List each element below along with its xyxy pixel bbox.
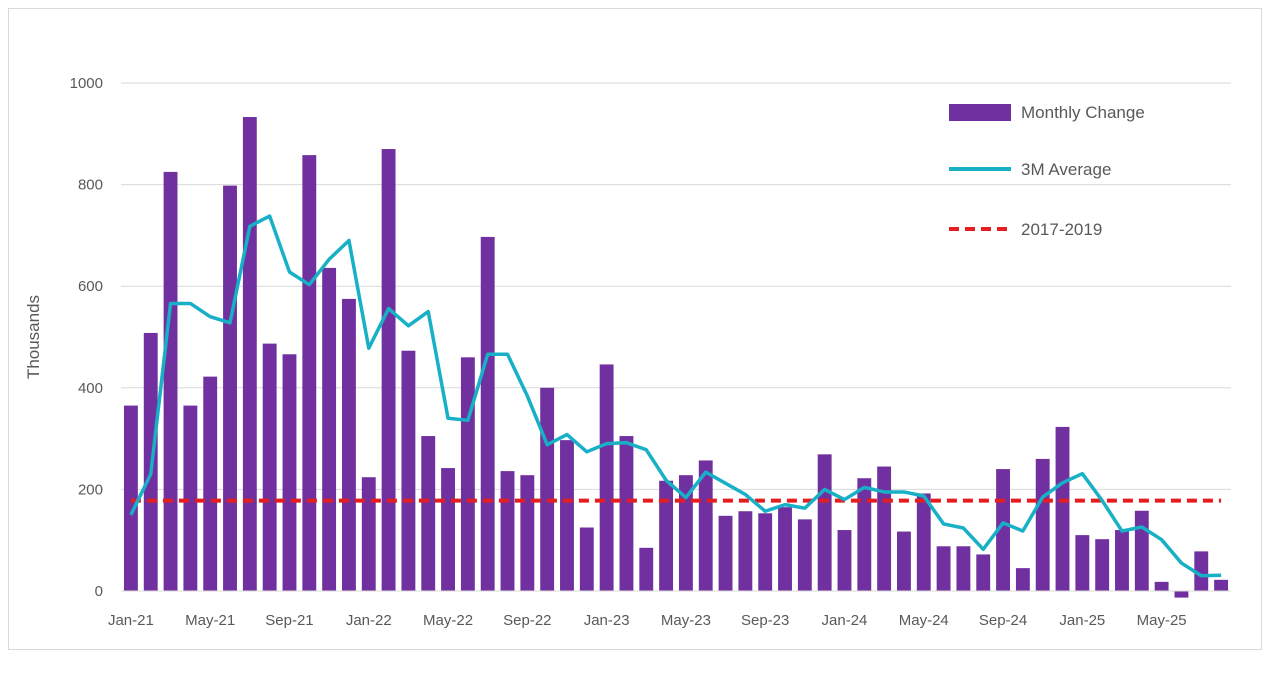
- legend: Monthly Change 3M Average 2017-2019: [949, 103, 1145, 239]
- legend-label: 2017-2019: [1021, 220, 1102, 239]
- y-axis-title: Thousands: [24, 295, 43, 379]
- bar-monthly-change: [797, 519, 812, 591]
- bar-monthly-change: [1035, 458, 1050, 591]
- x-tick-label: May-25: [1137, 612, 1187, 629]
- bar-monthly-change: [1095, 539, 1110, 591]
- x-tick-label: May-22: [423, 612, 473, 629]
- bar-monthly-change: [916, 493, 931, 591]
- bar-monthly-change: [1015, 568, 1030, 591]
- legend-swatch-monthly-change: [949, 104, 1011, 121]
- bar-monthly-change: [1174, 591, 1189, 598]
- bar-monthly-change: [857, 478, 872, 591]
- bar-monthly-change: [897, 531, 911, 591]
- bar-monthly-change: [639, 547, 654, 591]
- bar-monthly-change: [1154, 581, 1169, 591]
- legend-label: Monthly Change: [1021, 103, 1145, 122]
- bar-monthly-change: [322, 267, 337, 591]
- x-tick-label: May-21: [185, 612, 235, 629]
- bar-monthly-change: [678, 475, 693, 591]
- bar-monthly-change: [520, 475, 535, 591]
- bar-monthly-change: [262, 343, 277, 591]
- bar-monthly-change: [342, 298, 356, 591]
- bar-monthly-change: [877, 466, 892, 591]
- bar-monthly-change: [282, 354, 297, 591]
- bar-monthly-change: [1194, 551, 1209, 591]
- bar-monthly-change: [738, 511, 753, 591]
- bar-monthly-change: [1115, 530, 1129, 591]
- bar-monthly-change: [223, 185, 237, 591]
- y-tick-label: 1000: [70, 75, 103, 92]
- bar-monthly-change: [1214, 579, 1229, 591]
- bar-monthly-change: [758, 513, 773, 591]
- bar-monthly-change: [956, 546, 971, 591]
- x-tick-label: May-24: [899, 612, 949, 629]
- y-axis-ticks: 0 200 400 600 800 1000: [70, 75, 103, 600]
- x-tick-label: Sep-23: [741, 612, 789, 629]
- bar-monthly-change: [163, 171, 178, 591]
- x-tick-label: Sep-21: [265, 612, 313, 629]
- bar-monthly-change: [579, 527, 594, 591]
- bar-monthly-change: [381, 149, 396, 592]
- y-tick-label: 800: [78, 177, 103, 194]
- chart-container: 0 200 400 600 800 1000 Jan-21 May-21 Sep-21 Jan-…: [8, 8, 1262, 650]
- y-tick-label: 200: [78, 481, 103, 498]
- bar-monthly-change: [401, 350, 416, 591]
- bars-monthly-change: [123, 117, 1229, 598]
- bar-monthly-change: [242, 117, 257, 591]
- bar-monthly-change: [659, 480, 674, 591]
- bar-monthly-change: [560, 440, 574, 591]
- bar-monthly-change: [837, 530, 852, 591]
- bar-monthly-change: [599, 364, 614, 591]
- x-tick-label: Jan-24: [822, 612, 868, 629]
- bar-monthly-change: [698, 460, 713, 591]
- y-tick-label: 600: [78, 278, 103, 295]
- legend-label: 3M Average: [1021, 160, 1111, 179]
- x-axis-ticks: Jan-21 May-21 Sep-21 Jan-22 May-22 Sep-22 Jan-…: [108, 612, 1187, 629]
- bar-monthly-change: [183, 405, 198, 591]
- bar-monthly-change: [718, 515, 733, 591]
- x-tick-label: Jan-22: [346, 612, 392, 629]
- bar-monthly-change: [1134, 510, 1149, 591]
- x-tick-label: Jan-25: [1059, 612, 1105, 629]
- bar-monthly-change: [1075, 535, 1090, 591]
- x-tick-label: Jan-23: [584, 612, 630, 629]
- bar-monthly-change: [480, 236, 495, 591]
- bar-monthly-change: [302, 155, 317, 592]
- y-tick-label: 0: [95, 583, 103, 600]
- y-tick-label: 400: [78, 380, 103, 397]
- bar-monthly-change: [936, 546, 951, 591]
- average-line-group: [129, 214, 1222, 578]
- x-tick-label: May-23: [661, 612, 711, 629]
- bar-monthly-change: [976, 554, 991, 591]
- bar-monthly-change: [619, 436, 634, 591]
- bar-monthly-change: [1055, 426, 1070, 591]
- bar-monthly-change: [441, 468, 455, 591]
- bar-monthly-change: [540, 387, 555, 591]
- bar-monthly-change: [421, 436, 436, 591]
- x-tick-label: Sep-24: [979, 612, 1027, 629]
- bar-monthly-change: [460, 357, 475, 591]
- bar-monthly-change: [817, 454, 832, 591]
- bar-monthly-change: [123, 405, 138, 591]
- average-line: [129, 214, 1222, 578]
- bar-monthly-change: [203, 376, 218, 591]
- x-tick-label: Jan-21: [108, 612, 154, 629]
- bar-monthly-change: [778, 507, 792, 591]
- x-tick-label: Sep-22: [503, 612, 551, 629]
- bar-monthly-change: [361, 477, 376, 591]
- bar-monthly-change: [500, 471, 515, 591]
